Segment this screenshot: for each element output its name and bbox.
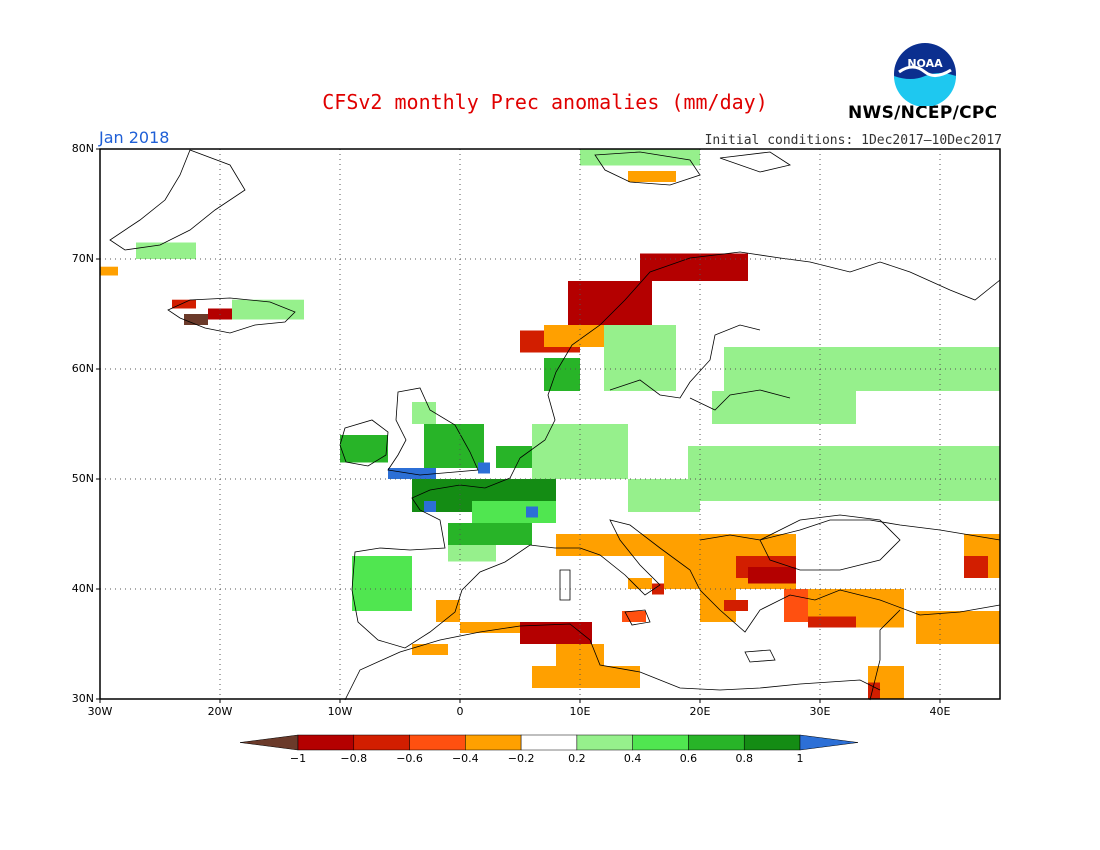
lat-tick-label: 70N bbox=[71, 252, 94, 265]
initial-conditions: Initial conditions: 1Dec2017—10Dec2017 bbox=[704, 133, 1002, 148]
lon-tick-label: 30W bbox=[87, 705, 113, 718]
anomaly-cell-greenland-se bbox=[100, 266, 118, 276]
anomaly-cell-italy-se-red bbox=[652, 583, 664, 595]
anomaly-cell-ukraine-russia bbox=[688, 446, 1000, 501]
map-frame bbox=[99, 148, 1001, 700]
graticule bbox=[100, 149, 1000, 699]
anomaly-cell-morocco bbox=[412, 644, 448, 655]
anomaly-cell-france-s bbox=[448, 523, 532, 545]
anomaly-cell-sicily bbox=[622, 611, 646, 622]
anomaly-cell-norway-orange bbox=[544, 325, 604, 347]
colorbar-box bbox=[743, 734, 801, 751]
noaa-logo: NOAA bbox=[894, 43, 956, 106]
anomaly-cell-svalbard bbox=[628, 171, 676, 182]
anomaly-cell-iceland-n bbox=[232, 299, 304, 320]
anomaly-cell-britain-n bbox=[412, 402, 436, 424]
anomaly-cell-norway-sw-green bbox=[544, 358, 580, 391]
anomaly-cells bbox=[100, 149, 1000, 699]
anomaly-cell-caucasus-red bbox=[964, 556, 988, 578]
anomaly-cell-turkey-sw-red bbox=[808, 616, 856, 628]
colorbar-box bbox=[353, 734, 410, 751]
coastlines bbox=[109, 149, 1001, 701]
colorbar bbox=[239, 734, 859, 751]
lon-tick-label: 10W bbox=[327, 705, 353, 718]
lon-tick-label: 10E bbox=[569, 705, 591, 718]
axis-ticks bbox=[96, 148, 941, 703]
colorbar-box bbox=[297, 734, 355, 751]
anomaly-cell-iceland-sw bbox=[184, 314, 208, 325]
anomaly-cell-thrace-dark bbox=[748, 567, 796, 584]
anomaly-cell-scandinavia-green bbox=[604, 325, 676, 391]
colorbar-label: 1 bbox=[796, 752, 804, 765]
lon-tick-label: 30E bbox=[809, 705, 831, 718]
anomaly-cell-aegean-red bbox=[724, 600, 748, 611]
anomaly-cell-libya bbox=[532, 666, 640, 688]
anomaly-cell-channel-blue bbox=[478, 462, 490, 474]
anomaly-cell-greenland-e bbox=[136, 242, 196, 259]
colorbar-box bbox=[632, 734, 689, 751]
colorbar-label: 0.8 bbox=[735, 752, 753, 765]
anomaly-cell-svalbard-n bbox=[580, 149, 700, 166]
anomaly-cell-norway-coast-n bbox=[640, 253, 748, 281]
lat-tick-label: 40N bbox=[71, 582, 94, 595]
colorbar-label: −0.4 bbox=[451, 752, 479, 765]
anomaly-cell-pyrenees bbox=[448, 545, 496, 562]
anomaly-cell-italy-n bbox=[556, 534, 676, 556]
anomaly-cell-germany bbox=[532, 424, 628, 479]
anomaly-cell-iberia-nw bbox=[352, 556, 412, 611]
colorbar-label: −1 bbox=[289, 752, 307, 765]
anomaly-cell-iceland-nw bbox=[172, 299, 196, 309]
colorbar-box bbox=[465, 734, 522, 751]
anomaly-cell-n-africa-coast bbox=[460, 622, 532, 633]
anomaly-cell-turkey-w bbox=[784, 589, 808, 622]
colorbar-box bbox=[409, 734, 466, 751]
anomaly-cell-middle-east bbox=[916, 611, 1000, 644]
lat-tick-label: 60N bbox=[71, 362, 94, 375]
colorbar-arrow-high bbox=[799, 734, 859, 751]
colorbar-label: 0.2 bbox=[568, 752, 586, 765]
colorbar-label: 0.6 bbox=[679, 752, 698, 765]
colorbar-label: 0.4 bbox=[623, 752, 642, 765]
agency-label: NWS/NCEP/CPC bbox=[848, 103, 998, 123]
colorbar-label: −0.6 bbox=[396, 752, 423, 765]
forecast-month: Jan 2018 bbox=[99, 128, 170, 147]
anomaly-cell-italy-s bbox=[628, 578, 652, 589]
anomaly-cell-alps-blue bbox=[526, 506, 538, 518]
lat-tick-label: 80N bbox=[71, 142, 94, 155]
map-title: CFSv2 monthly Prec anomalies (mm/day) bbox=[322, 90, 768, 114]
anomaly-cell-ireland bbox=[340, 435, 388, 463]
colorbar-label: −0.8 bbox=[340, 752, 368, 765]
anomaly-cell-britain bbox=[424, 424, 484, 468]
lon-tick-label: 40E bbox=[929, 705, 951, 718]
lat-tick-label: 30N bbox=[71, 692, 94, 705]
anomaly-cell-france-c bbox=[472, 501, 556, 523]
colorbar-box bbox=[688, 734, 745, 751]
lon-tick-label: 20W bbox=[207, 705, 233, 718]
anomaly-cell-baltic bbox=[712, 391, 856, 424]
lat-tick-label: 50N bbox=[71, 472, 94, 485]
anomaly-cell-brittany-blue bbox=[424, 501, 436, 512]
lon-tick-label: 20E bbox=[689, 705, 711, 718]
colorbar-box bbox=[576, 734, 633, 751]
anomaly-cell-spain-se bbox=[436, 600, 460, 622]
lon-tick-label: 0 bbox=[456, 705, 464, 718]
noaa-logo-text: NOAA bbox=[907, 57, 943, 70]
colorbar-label: −0.2 bbox=[507, 752, 535, 765]
colorbar-arrow-low bbox=[239, 734, 299, 751]
colorbar-box bbox=[520, 734, 578, 751]
